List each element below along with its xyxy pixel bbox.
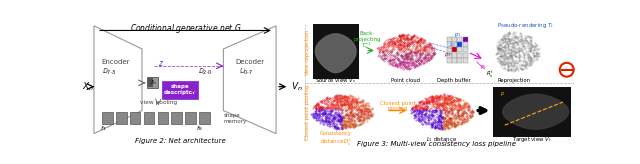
Bar	[458, 58, 463, 63]
Polygon shape	[503, 94, 569, 129]
Text: Conditional generative net $G$: Conditional generative net $G$	[129, 22, 241, 35]
Text: $f_n$: $f_n$	[150, 78, 156, 87]
Text: $f_8$: $f_8$	[196, 124, 203, 133]
FancyBboxPatch shape	[172, 112, 182, 124]
Text: Back-
projecting: Back- projecting	[353, 31, 381, 42]
FancyBboxPatch shape	[129, 112, 140, 124]
Text: Closest point pooling: Closest point pooling	[305, 84, 310, 140]
Bar	[484, 23, 543, 79]
Text: Pseudo-rendering $T_t$: Pseudo-rendering $T_t$	[497, 21, 554, 30]
Bar	[458, 37, 463, 42]
Bar	[452, 47, 457, 52]
Text: $\mathbb{D}_{2\text{-}0}$: $\mathbb{D}_{2\text{-}0}$	[198, 67, 212, 77]
Text: $T_s^{-1}$: $T_s^{-1}$	[361, 41, 372, 51]
Text: Depth buffer: Depth buffer	[436, 78, 470, 83]
FancyBboxPatch shape	[148, 78, 153, 87]
Bar	[447, 58, 452, 63]
Text: View-reprojection: View-reprojection	[305, 29, 310, 75]
FancyBboxPatch shape	[157, 112, 168, 124]
Bar	[447, 53, 452, 58]
Bar	[463, 47, 468, 52]
Text: $p_1$: $p_1$	[454, 31, 461, 39]
Text: $p_t$: $p_t$	[480, 63, 486, 71]
FancyBboxPatch shape	[102, 112, 113, 124]
Bar	[447, 47, 452, 52]
Text: $z$: $z$	[157, 59, 164, 68]
Text: Encoder: Encoder	[102, 59, 130, 65]
Text: Source view $V_s$: Source view $V_s$	[316, 76, 356, 85]
Text: $R_s^t$: $R_s^t$	[486, 70, 493, 80]
FancyBboxPatch shape	[186, 112, 196, 124]
Text: Figure 3: Multi-view consistency loss pipeline: Figure 3: Multi-view consistency loss pi…	[357, 141, 516, 147]
Bar	[452, 53, 457, 58]
Bar	[493, 87, 571, 137]
Text: Closest point
pooling: Closest point pooling	[380, 101, 415, 111]
Bar	[458, 47, 463, 52]
Text: Reprojection: Reprojection	[497, 78, 531, 83]
Text: shape
memory: shape memory	[223, 113, 246, 124]
Text: $X_n$: $X_n$	[81, 80, 93, 93]
Text: view pooling: view pooling	[140, 100, 177, 105]
Bar	[452, 37, 457, 42]
Bar	[452, 58, 457, 63]
Text: Target view $V_t$: Target view $V_t$	[512, 135, 552, 144]
Bar	[458, 53, 463, 58]
Bar	[463, 42, 468, 47]
FancyBboxPatch shape	[162, 81, 198, 99]
Bar	[463, 37, 468, 42]
Text: $f_1$: $f_1$	[100, 124, 106, 133]
Text: $L_1$ distance: $L_1$ distance	[426, 135, 458, 144]
Text: $p_3$: $p_3$	[444, 51, 451, 59]
Bar	[377, 23, 435, 79]
FancyBboxPatch shape	[199, 112, 210, 124]
FancyBboxPatch shape	[116, 112, 127, 124]
Text: $p$: $p$	[500, 90, 505, 98]
Text: Point cloud: Point cloud	[391, 78, 420, 83]
Text: Consistency
distance $D_s^t$: Consistency distance $D_s^t$	[320, 131, 352, 148]
Text: shape
descriptor: shape descriptor	[164, 84, 196, 95]
Bar	[452, 42, 457, 47]
Text: $\mathbb{D}_{7\text{-}3}$: $\mathbb{D}_{7\text{-}3}$	[102, 67, 116, 77]
Bar	[447, 37, 452, 42]
Text: $p_2$: $p_2$	[449, 41, 456, 49]
Bar	[458, 42, 463, 47]
Bar	[447, 42, 452, 47]
Bar	[463, 53, 468, 58]
Bar	[312, 23, 359, 79]
Text: $\mathbb{U}_{0\text{-}7}$: $\mathbb{U}_{0\text{-}7}$	[239, 67, 253, 77]
FancyBboxPatch shape	[147, 77, 158, 88]
Polygon shape	[316, 34, 356, 73]
FancyBboxPatch shape	[143, 112, 154, 124]
Bar	[463, 58, 468, 63]
Text: Decoder: Decoder	[235, 59, 264, 65]
Text: $V_n$: $V_n$	[291, 80, 303, 93]
Text: Figure 2: Net architecture: Figure 2: Net architecture	[136, 138, 226, 144]
